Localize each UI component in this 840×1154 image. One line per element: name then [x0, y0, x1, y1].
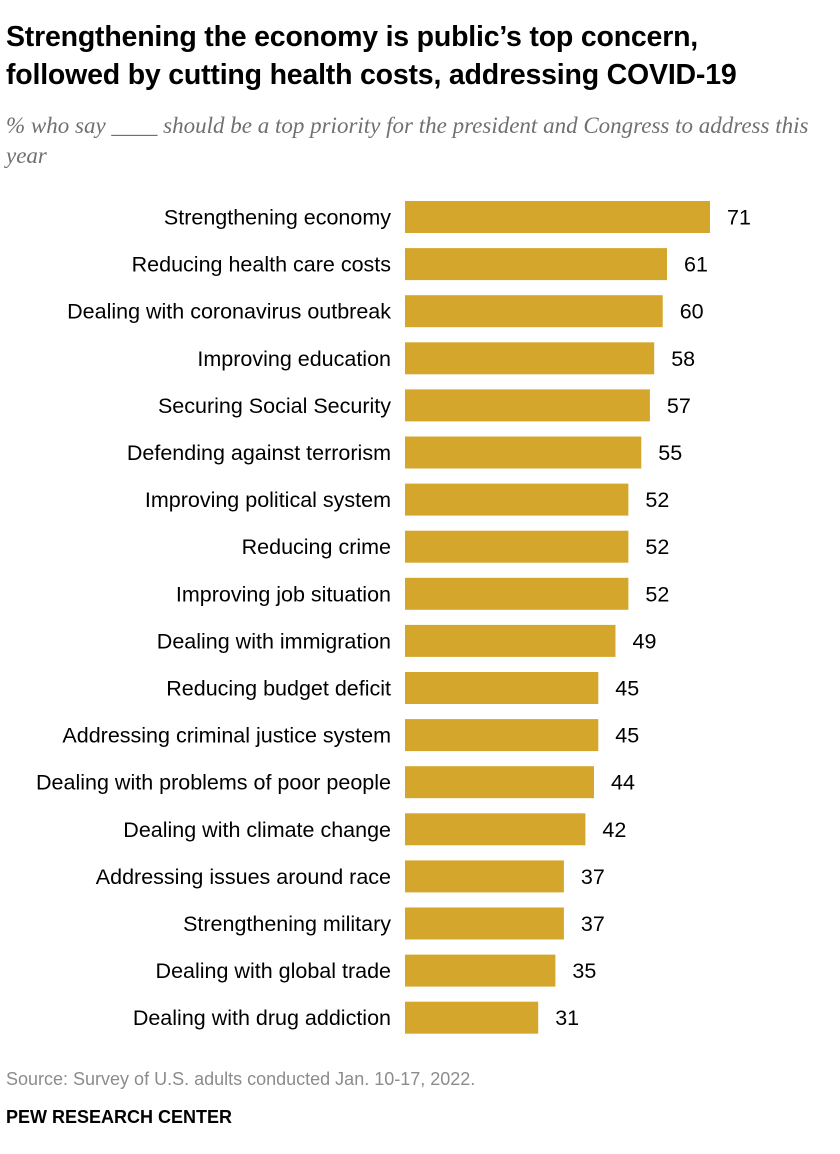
category-label: Securing Social Security [158, 394, 391, 418]
value-label: 37 [581, 865, 605, 889]
value-label: 58 [671, 347, 695, 371]
category-label: Defending against terrorism [127, 441, 391, 465]
value-label: 60 [680, 300, 704, 324]
bar-16 [405, 954, 556, 987]
chart-title: Strengthening the economy is public’s to… [6, 18, 836, 94]
category-label: Reducing health care costs [132, 253, 391, 277]
chart-title-line-1: Strengthening the economy is public’s to… [6, 21, 699, 53]
value-label: 49 [633, 629, 657, 653]
category-label: Dealing with drug addiction [133, 1006, 391, 1030]
bar-12 [405, 766, 594, 799]
bar-1 [405, 248, 667, 281]
bar-8 [405, 577, 629, 610]
bar-4 [405, 389, 650, 422]
bar-10 [405, 672, 599, 704]
bar-15 [405, 907, 564, 940]
category-label: Dealing with global trade [156, 959, 391, 983]
value-label: 55 [658, 441, 682, 465]
value-label: 52 [645, 535, 669, 559]
value-label: 42 [602, 818, 626, 842]
category-label: Addressing issues around race [96, 865, 391, 889]
bar-0 [405, 201, 710, 233]
category-label: Strengthening military [183, 912, 391, 936]
bar-5 [405, 436, 642, 469]
value-label: 52 [645, 488, 669, 512]
category-label: Improving job situation [176, 582, 391, 606]
bar-2 [405, 295, 663, 328]
bar-11 [405, 719, 599, 752]
bar-14 [405, 860, 564, 893]
category-label: Strengthening economy [164, 206, 391, 230]
value-label: 71 [727, 206, 751, 230]
value-label: 57 [667, 394, 691, 418]
value-label: 31 [555, 1006, 579, 1030]
value-label: 35 [572, 959, 596, 983]
bar-6 [405, 483, 629, 516]
category-label: Reducing crime [242, 535, 391, 559]
bar-3 [405, 342, 655, 375]
value-label: 37 [581, 912, 605, 936]
chart-title-line-2: followed by cutting health costs, addres… [6, 59, 737, 91]
chart-subtitle: % who say ____ should be a top priority … [6, 113, 809, 168]
source-note: Source: Survey of U.S. adults conducted … [6, 1069, 476, 1089]
category-label: Dealing with coronavirus outbreak [67, 300, 391, 324]
bar-9 [405, 624, 616, 657]
category-label: Dealing with problems of poor people [36, 771, 391, 795]
category-label: Improving political system [145, 488, 391, 512]
category-label: Improving education [197, 347, 391, 371]
bar-7 [405, 530, 629, 563]
category-label: Addressing criminal justice system [62, 724, 391, 748]
organization-name: PEW RESEARCH CENTER [6, 1107, 233, 1127]
bar-17 [405, 1001, 539, 1034]
category-label: Reducing budget deficit [166, 677, 391, 701]
bar-13 [405, 813, 586, 846]
value-label: 45 [615, 724, 639, 748]
bar-chart: Strengthening economy 71 Reducing health c… [36, 201, 751, 1034]
value-label: 61 [684, 253, 708, 277]
category-label: Dealing with climate change [123, 818, 391, 842]
category-label: Dealing with immigration [157, 629, 391, 653]
value-label: 45 [615, 677, 639, 701]
value-label: 52 [645, 582, 669, 606]
value-label: 44 [611, 771, 635, 795]
